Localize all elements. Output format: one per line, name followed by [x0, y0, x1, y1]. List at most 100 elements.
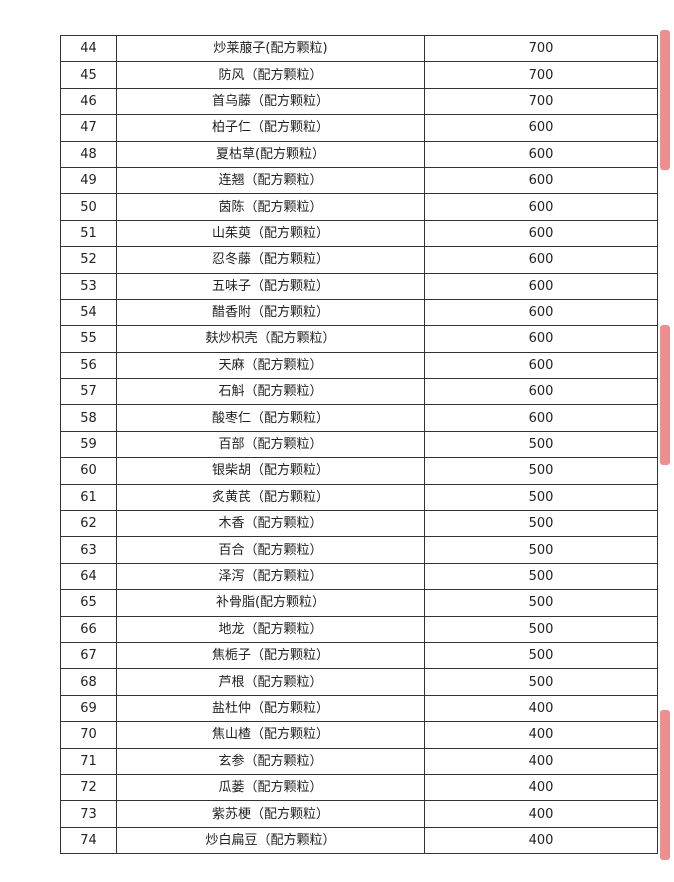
row-number: 72 — [60, 773, 117, 802]
item-name: 补骨脂(配方颗粒） — [116, 589, 425, 617]
item-quantity: 600 — [424, 246, 658, 274]
row-number: 53 — [60, 272, 117, 300]
table-row: 67 焦栀子（配方颗粒） 500 — [60, 641, 658, 670]
item-quantity: 400 — [424, 826, 658, 855]
row-number: 48 — [60, 140, 117, 168]
row-number: 44 — [60, 34, 117, 63]
item-quantity: 500 — [424, 457, 658, 485]
row-number: 65 — [60, 589, 117, 617]
table-row: 54 醋香附（配方颗粒） 600 — [60, 298, 658, 327]
table-row: 62 木香（配方颗粒） 500 — [60, 510, 658, 538]
table-row: 45 防风（配方颗粒） 700 — [60, 61, 658, 89]
item-name: 炒白扁豆（配方颗粒） — [116, 826, 425, 855]
item-name: 百合（配方颗粒） — [116, 536, 425, 564]
row-number: 74 — [60, 826, 117, 855]
item-quantity: 500 — [424, 430, 658, 459]
item-quantity: 700 — [424, 87, 658, 116]
item-name: 山茱萸（配方颗粒） — [116, 219, 425, 248]
row-number: 47 — [60, 114, 117, 142]
item-quantity: 500 — [424, 536, 658, 564]
item-name: 麸炒枳壳（配方颗粒） — [116, 325, 425, 353]
row-number: 46 — [60, 87, 117, 116]
item-quantity: 500 — [424, 668, 658, 696]
table-row: 60 银柴胡（配方颗粒） 500 — [60, 457, 658, 485]
table-row: 59 百部（配方颗粒） 500 — [60, 430, 658, 459]
item-name: 地龙（配方颗粒） — [116, 615, 425, 643]
item-quantity: 600 — [424, 378, 658, 406]
item-name: 焦栀子（配方颗粒） — [116, 641, 425, 670]
row-number: 59 — [60, 430, 117, 459]
item-name: 五味子（配方颗粒） — [116, 272, 425, 300]
item-quantity: 500 — [424, 641, 658, 670]
row-number: 66 — [60, 615, 117, 643]
table-row: 53 五味子（配方颗粒） 600 — [60, 272, 658, 300]
table-row: 46 首乌藤（配方颗粒） 700 — [60, 87, 658, 116]
item-name: 木香（配方颗粒） — [116, 510, 425, 538]
item-name: 茵陈（配方颗粒） — [116, 193, 425, 221]
table-row: 49 连翘（配方颗粒） 600 — [60, 166, 658, 195]
item-quantity: 600 — [424, 193, 658, 221]
row-number: 62 — [60, 510, 117, 538]
row-number: 58 — [60, 404, 117, 432]
row-number: 45 — [60, 61, 117, 89]
item-quantity: 700 — [424, 61, 658, 89]
items-table: 44 炒莱菔子(配方颗粒) 700 45 防风（配方颗粒） 700 46 首乌藤（配方颗粒） 7… — [60, 34, 658, 855]
item-quantity: 600 — [424, 166, 658, 195]
row-number: 55 — [60, 325, 117, 353]
item-name: 泽泻（配方颗粒） — [116, 562, 425, 591]
seal-mark — [660, 30, 670, 170]
row-number: 71 — [60, 747, 117, 775]
item-name: 天麻（配方颗粒） — [116, 351, 425, 380]
item-name: 紫苏梗（配方颗粒） — [116, 800, 425, 828]
item-quantity: 400 — [424, 721, 658, 749]
item-quantity: 500 — [424, 510, 658, 538]
table-row: 61 炙黄芪（配方颗粒） 500 — [60, 483, 658, 512]
row-number: 54 — [60, 298, 117, 327]
item-quantity: 600 — [424, 140, 658, 168]
item-name: 夏枯草(配方颗粒） — [116, 140, 425, 168]
row-number: 56 — [60, 351, 117, 380]
table-row: 65 补骨脂(配方颗粒） 500 — [60, 589, 658, 617]
item-name: 玄参（配方颗粒） — [116, 747, 425, 775]
table-row: 50 茵陈（配方颗粒） 600 — [60, 193, 658, 221]
table-row: 47 柏子仁（配方颗粒） 600 — [60, 114, 658, 142]
table-row: 44 炒莱菔子(配方颗粒) 700 — [60, 34, 658, 63]
row-number: 69 — [60, 694, 117, 723]
row-number: 50 — [60, 193, 117, 221]
table-row: 68 芦根（配方颗粒） 500 — [60, 668, 658, 696]
item-name: 醋香附（配方颗粒） — [116, 298, 425, 327]
row-number: 73 — [60, 800, 117, 828]
row-number: 63 — [60, 536, 117, 564]
item-quantity: 500 — [424, 562, 658, 591]
table-row: 58 酸枣仁（配方颗粒） 600 — [60, 404, 658, 432]
row-number: 60 — [60, 457, 117, 485]
table-row: 73 紫苏梗（配方颗粒） 400 — [60, 800, 658, 828]
item-quantity: 500 — [424, 615, 658, 643]
item-quantity: 600 — [424, 272, 658, 300]
table-row: 55 麸炒枳壳（配方颗粒） 600 — [60, 325, 658, 353]
row-number: 57 — [60, 378, 117, 406]
item-name: 瓜蒌（配方颗粒） — [116, 773, 425, 802]
item-name: 百部（配方颗粒） — [116, 430, 425, 459]
item-name: 首乌藤（配方颗粒） — [116, 87, 425, 116]
item-quantity: 500 — [424, 589, 658, 617]
row-number: 68 — [60, 668, 117, 696]
item-quantity: 600 — [424, 351, 658, 380]
row-number: 67 — [60, 641, 117, 670]
table-row: 74 炒白扁豆（配方颗粒） 400 — [60, 826, 658, 855]
item-name: 炒莱菔子(配方颗粒) — [116, 34, 425, 63]
table-row: 52 忍冬藤（配方颗粒） 600 — [60, 246, 658, 274]
item-name: 芦根（配方颗粒） — [116, 668, 425, 696]
item-quantity: 600 — [424, 219, 658, 248]
seal-mark — [660, 710, 670, 860]
table-row: 63 百合（配方颗粒） 500 — [60, 536, 658, 564]
item-name: 盐杜仲（配方颗粒） — [116, 694, 425, 723]
table-row: 64 泽泻（配方颗粒） 500 — [60, 562, 658, 591]
table-row: 72 瓜蒌（配方颗粒） 400 — [60, 773, 658, 802]
row-number: 64 — [60, 562, 117, 591]
item-name: 银柴胡（配方颗粒） — [116, 457, 425, 485]
item-name: 忍冬藤（配方颗粒） — [116, 246, 425, 274]
item-quantity: 400 — [424, 694, 658, 723]
item-name: 防风（配方颗粒） — [116, 61, 425, 89]
table-row: 51 山茱萸（配方颗粒） 600 — [60, 219, 658, 248]
